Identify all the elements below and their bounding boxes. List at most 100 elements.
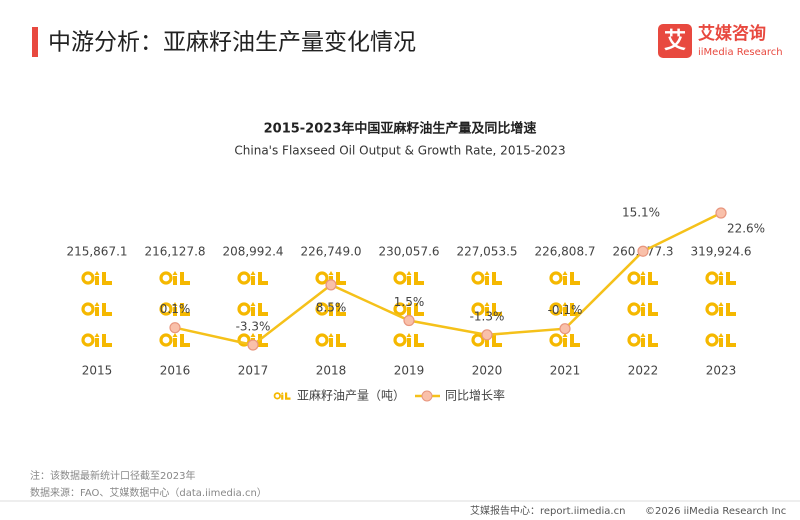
- oil-icon: [705, 302, 736, 316]
- oil-l: [102, 303, 112, 316]
- growth-point: [637, 245, 649, 257]
- oil-l: [726, 303, 736, 316]
- growth-point: [325, 279, 337, 291]
- oil-stack: [393, 271, 424, 347]
- oil-icon: [627, 271, 658, 285]
- oil-drop: [250, 302, 256, 306]
- oil-l: [648, 334, 658, 347]
- oil-i: [173, 307, 177, 316]
- oil-icon: [471, 302, 502, 316]
- oil-i: [485, 307, 489, 316]
- oil-l: [102, 272, 112, 285]
- oil-i: [641, 276, 645, 285]
- logo-mark: 艾: [664, 29, 686, 54]
- x-tick-label: 2015: [82, 364, 113, 378]
- oil-l: [726, 272, 736, 285]
- oil-drop: [640, 302, 646, 306]
- value-label: 1.5%: [394, 295, 425, 309]
- oil-l: [570, 272, 580, 285]
- oil-drop: [484, 302, 490, 306]
- oil-o: [471, 302, 485, 316]
- oil-drop: [328, 302, 334, 306]
- oil-icon: [549, 302, 580, 316]
- value-label: 319,924.6: [690, 245, 751, 259]
- oil-l: [258, 272, 268, 285]
- oil-icon: [627, 302, 658, 316]
- legend-point: [421, 390, 433, 402]
- oil-l: [336, 272, 346, 285]
- oil-o: [237, 302, 251, 316]
- value-label: -0.1%: [548, 303, 583, 317]
- oil-i: [95, 307, 99, 316]
- oil-stack: [471, 271, 502, 347]
- oil-l: [285, 392, 291, 400]
- oil-i: [719, 307, 723, 316]
- oil-i: [95, 276, 99, 285]
- oil-o: [237, 333, 251, 347]
- oil-stack: [705, 271, 736, 347]
- oil-drop: [640, 271, 646, 275]
- growth-point: [559, 323, 571, 335]
- oil-o: [549, 333, 563, 347]
- oil-o: [705, 333, 719, 347]
- oil-drop: [718, 302, 724, 306]
- growth-point: [481, 329, 493, 341]
- oil-o: [237, 271, 251, 285]
- oil-i: [407, 276, 411, 285]
- oil-icon: [705, 271, 736, 285]
- oil-drop: [250, 271, 256, 275]
- oil-o: [159, 302, 173, 316]
- x-tick-label: 2016: [160, 364, 191, 378]
- oil-l: [258, 303, 268, 316]
- oil-i: [485, 338, 489, 347]
- oil-drop: [718, 271, 724, 275]
- oil-drop: [406, 302, 412, 306]
- logo-name: 艾媒咨询: [698, 23, 766, 44]
- x-tick-label: 2018: [316, 364, 347, 378]
- value-label: -3.3%: [236, 320, 271, 334]
- oil-icon: [159, 333, 190, 347]
- logo-box: [658, 24, 692, 58]
- oil-l: [180, 303, 190, 316]
- oil-l: [258, 334, 268, 347]
- oil-o: [81, 271, 95, 285]
- oil-l: [648, 303, 658, 316]
- oil-icon: [549, 271, 580, 285]
- note: 数据来源：FAO、艾媒数据中心（data.iimedia.cn）: [30, 486, 267, 499]
- oil-icon: [81, 333, 112, 347]
- oil-l: [414, 334, 424, 347]
- oil-icon: [237, 271, 268, 285]
- oil-icon: [627, 333, 658, 347]
- oil-l: [648, 272, 658, 285]
- growth-point: [403, 314, 415, 327]
- oil-drop: [562, 271, 568, 275]
- oil-drop: [562, 302, 568, 306]
- growth-point: [247, 339, 259, 351]
- oil-i: [563, 307, 567, 316]
- value-label: 215,867.1: [66, 245, 127, 259]
- oil-l: [414, 303, 424, 316]
- oil-drop: [94, 333, 100, 337]
- oil-o: [81, 333, 95, 347]
- oil-l: [336, 334, 346, 347]
- oil-drop: [406, 333, 412, 337]
- x-tick-label: 2022: [628, 364, 659, 378]
- value-label: 8.5%: [316, 300, 347, 314]
- oil-o: [315, 302, 329, 316]
- oil-i: [641, 338, 645, 347]
- oil-drop: [562, 333, 568, 337]
- x-tick-label: 2019: [394, 364, 425, 378]
- oil-i: [173, 276, 177, 285]
- oil-i: [329, 307, 333, 316]
- growth-point: [715, 207, 727, 219]
- oil-stack: [81, 271, 112, 347]
- oil-i: [641, 307, 645, 316]
- oil-o: [705, 271, 719, 285]
- oil-i: [485, 276, 489, 285]
- value-label: 0.1%: [160, 302, 191, 316]
- oil-i: [95, 338, 99, 347]
- oil-l: [492, 303, 502, 316]
- oil-stack: [237, 271, 268, 347]
- oil-i: [563, 276, 567, 285]
